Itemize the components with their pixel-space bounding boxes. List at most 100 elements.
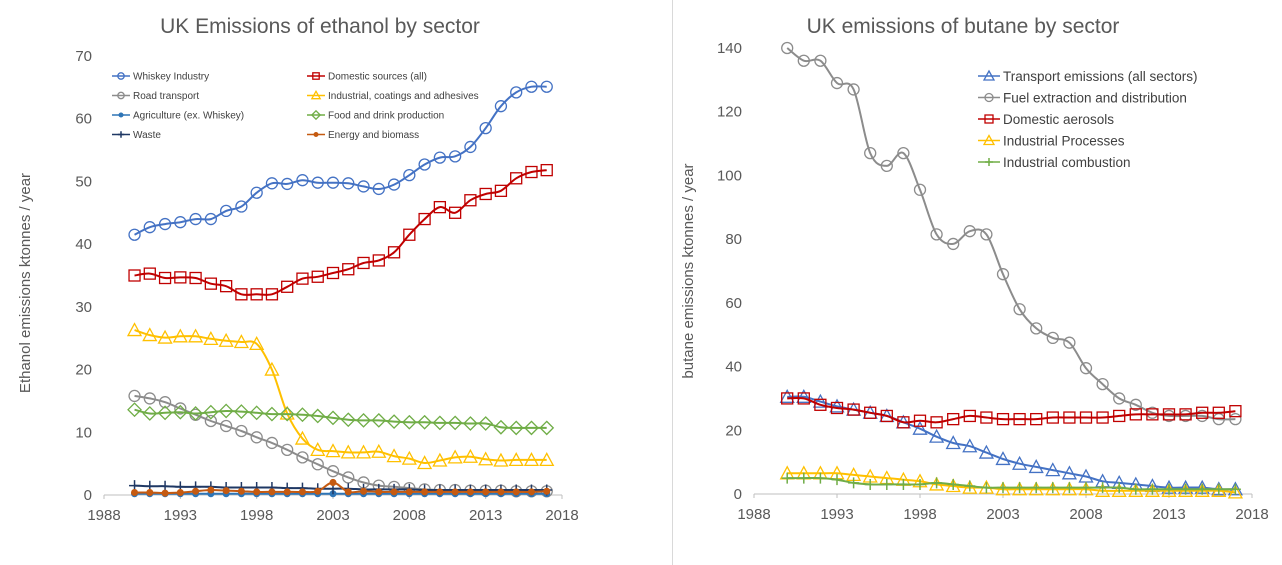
legend-label: Transport emissions (all sectors)	[1003, 69, 1198, 84]
y-tick-label: 20	[725, 422, 742, 439]
data-point	[462, 448, 478, 463]
data-point	[371, 412, 387, 428]
data-point	[296, 272, 309, 285]
data-point	[265, 288, 279, 301]
series-line	[134, 408, 547, 429]
data-point	[1080, 482, 1092, 494]
series-energy-and-biomass	[131, 478, 551, 497]
data-point	[250, 186, 263, 199]
data-point	[146, 488, 154, 497]
data-point	[1113, 409, 1126, 423]
data-point	[482, 488, 490, 496]
series-line	[134, 484, 547, 492]
data-point	[281, 280, 294, 293]
data-point	[222, 487, 230, 495]
data-point	[798, 472, 810, 484]
data-point	[847, 403, 860, 416]
data-point	[996, 412, 1010, 426]
data-point	[294, 430, 311, 445]
legend-item-whiskey-industry: Whiskey Industry	[112, 72, 209, 83]
data-point	[188, 406, 204, 421]
x-tick-label: 2018	[1235, 506, 1268, 523]
y-tick-label: 20	[75, 362, 92, 379]
data-point	[864, 406, 877, 419]
y-tick-label: 100	[717, 167, 742, 184]
data-point	[1079, 411, 1093, 424]
data-point	[342, 263, 355, 276]
data-point	[996, 268, 1010, 281]
data-point	[1129, 398, 1142, 411]
legend-item-industrial-combustion: Industrial combustion	[978, 155, 1131, 170]
data-point	[157, 329, 173, 344]
data-point	[1030, 482, 1042, 494]
data-point	[158, 217, 172, 231]
data-point	[540, 163, 553, 177]
legend-label: Domestic aerosols	[1003, 112, 1114, 127]
data-point	[357, 256, 370, 270]
legend-label: Agriculture (ex. Whiskey)	[133, 111, 244, 122]
data-point	[1128, 482, 1144, 497]
data-point	[510, 86, 523, 99]
data-point	[1196, 406, 1209, 419]
data-point	[401, 414, 417, 430]
data-point	[781, 392, 794, 405]
y-tick-label: 50	[75, 173, 92, 190]
data-point	[250, 288, 263, 301]
data-point	[372, 254, 385, 267]
data-point	[1096, 377, 1109, 391]
data-point	[417, 455, 433, 470]
data-point	[510, 172, 523, 185]
data-point	[980, 228, 993, 241]
data-point	[386, 414, 402, 430]
data-point	[812, 393, 828, 408]
data-point	[929, 428, 945, 443]
data-point	[311, 270, 324, 283]
series-transport-emissions-all-sectors	[779, 388, 1243, 496]
legend-item-domestic-sources-all: Domestic sources (all)	[307, 72, 427, 83]
data-point	[543, 487, 551, 495]
data-point	[945, 435, 961, 450]
data-point	[189, 212, 202, 226]
data-point	[128, 228, 141, 241]
data-point	[298, 488, 306, 496]
data-point	[995, 451, 1011, 466]
data-point	[128, 269, 141, 282]
data-point	[995, 481, 1011, 496]
data-point	[249, 335, 265, 351]
data-point	[1046, 411, 1059, 424]
series-domestic-sources-all	[128, 163, 553, 301]
data-point	[479, 187, 492, 201]
data-point	[913, 414, 927, 427]
data-point	[1146, 408, 1159, 421]
series-food-and-drink-production	[127, 402, 555, 436]
data-point	[390, 488, 398, 496]
data-point	[174, 402, 187, 415]
y-tick-label: 70	[75, 48, 92, 65]
data-point	[204, 414, 218, 428]
y-tick-label: 30	[75, 299, 92, 316]
data-point	[143, 221, 156, 234]
data-point	[219, 204, 233, 218]
data-point	[978, 444, 994, 459]
legend-swatch-marker	[312, 72, 320, 80]
data-point	[848, 477, 860, 489]
x-tick-label: 2008	[1069, 506, 1102, 523]
data-point	[218, 332, 234, 347]
legend-swatch-marker	[310, 89, 322, 100]
data-point	[268, 488, 276, 496]
data-point	[1211, 482, 1227, 497]
data-point	[1212, 406, 1225, 419]
data-point	[1096, 411, 1109, 424]
data-point	[172, 404, 188, 420]
data-point	[1178, 482, 1194, 497]
data-point	[864, 478, 876, 490]
data-point	[897, 478, 909, 490]
data-point	[433, 151, 447, 164]
data-point	[233, 334, 249, 349]
x-tick-label: 1988	[737, 506, 770, 523]
ethanol-chart: UK Emissions of ethanol by sector Ethano…	[17, 15, 579, 524]
legend-label: Waste	[133, 130, 161, 141]
data-point	[1061, 481, 1077, 496]
data-point	[1012, 455, 1028, 470]
